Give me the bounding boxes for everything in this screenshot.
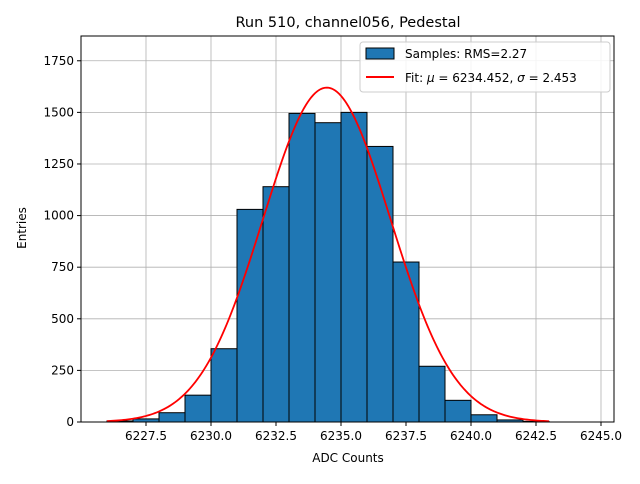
y-axis-label: Entries (15, 207, 29, 249)
x-tick-label: 6232.5 (255, 429, 297, 443)
legend-samples-swatch (365, 47, 395, 60)
histogram-bar (210, 348, 238, 423)
histogram-bar (184, 394, 212, 423)
legend-fit-mu-symbol: μ (426, 71, 435, 85)
y-tick-label: 1000 (43, 209, 74, 223)
legend-fit-prefix: Fit: (405, 71, 427, 85)
x-axis-label: ADC Counts (312, 451, 384, 465)
x-tick-label: 6237.5 (385, 429, 427, 443)
histogram-bar (470, 414, 498, 423)
y-tick-label: 1250 (43, 157, 74, 171)
x-tick-label: 6240.0 (450, 429, 492, 443)
x-tick-label: 6227.5 (125, 429, 167, 443)
y-tick-label: 1750 (43, 54, 74, 68)
histogram-bar (236, 208, 264, 423)
histogram-bar (288, 112, 316, 423)
legend-fit-sigma-symbol: σ (517, 71, 525, 85)
y-tick-label: 250 (51, 363, 74, 377)
x-tick-label: 6235.0 (320, 429, 362, 443)
legend-box (359, 41, 611, 93)
histogram-bar (262, 186, 290, 423)
chart-title: Run 510, channel056, Pedestal (235, 15, 460, 31)
histogram-bar (418, 365, 446, 423)
y-tick-label: 0 (66, 415, 74, 429)
histogram-bar (392, 261, 420, 423)
plot-frame (80, 35, 615, 423)
histogram-bar (366, 145, 394, 423)
fit-curve (106, 86, 550, 423)
x-axis-ticks: 6227.5 6230.0 6232.5 6235.0 6237.5 6240.0 6242… (125, 422, 622, 443)
histogram-bar (314, 122, 342, 423)
legend-samples-label: Samples: RMS=2.27 (405, 47, 527, 61)
fit-curve-group (106, 86, 550, 423)
legend: Samples: RMS=2.27 Fit: μ = 6234.452, σ =… (359, 41, 611, 93)
x-tick-label: 6245.0 (580, 429, 622, 443)
y-axis-ticks: 0 250 500 750 1000 1250 1500 1750 (43, 54, 81, 429)
histogram-bar (444, 399, 472, 423)
legend-fit-mu-text: = 6234.452, (435, 71, 518, 85)
y-tick-label: 500 (51, 312, 74, 326)
legend-fit-sigma-text: = 2.453 (525, 71, 577, 85)
x-tick-label: 6230.0 (190, 429, 232, 443)
y-tick-label: 750 (51, 260, 74, 274)
y-tick-label: 1500 (43, 105, 74, 119)
histogram-bar (158, 412, 186, 423)
legend-fit-label: Fit: μ = 6234.452, σ = 2.453 (405, 71, 577, 85)
x-tick-label: 6242.5 (515, 429, 557, 443)
histogram-bars (106, 111, 550, 423)
histogram-bar (340, 111, 368, 423)
